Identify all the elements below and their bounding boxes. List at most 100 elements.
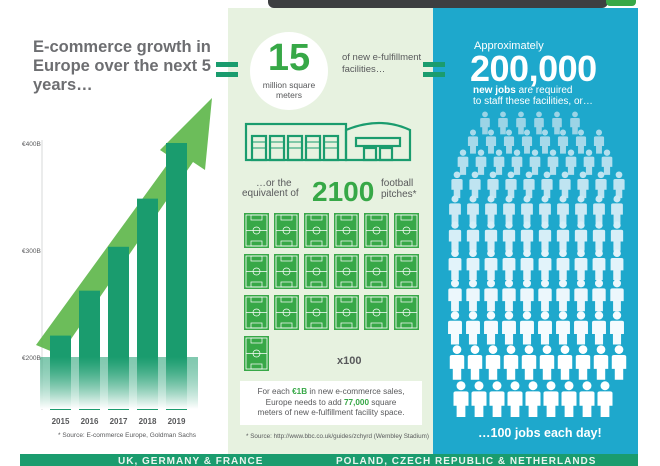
football-pitch-icon <box>364 213 389 248</box>
approx-label: Approximately <box>474 40 544 52</box>
growth-chart: €200B€300B€400B 2015 2016 2017 2018 2019 15%… <box>22 98 212 426</box>
person-icon <box>484 249 498 280</box>
person-icon <box>485 195 497 224</box>
bar-2019 <box>166 143 187 410</box>
football-pitches-grid <box>244 213 419 371</box>
person-icon <box>511 149 523 175</box>
football-pitch-icon <box>244 213 269 248</box>
person-icon <box>484 311 498 345</box>
x-tick-label: 2018 <box>139 417 157 426</box>
person-icon <box>611 195 623 224</box>
person-icon <box>593 345 609 380</box>
area-number: 15 <box>267 37 311 79</box>
person-icon <box>610 221 624 251</box>
x-tick-label: 2017 <box>110 417 128 426</box>
person-icon <box>467 129 479 154</box>
person-icon <box>574 279 588 312</box>
football-pitch-icon <box>304 213 329 248</box>
person-icon <box>520 311 534 345</box>
person-icon <box>493 149 505 175</box>
person-icon <box>574 311 588 345</box>
area-circle: 15 million square meters <box>250 32 328 110</box>
person-icon <box>475 149 487 175</box>
person-icon <box>485 345 501 380</box>
football-pitch-icon <box>244 254 269 289</box>
person-icon <box>466 221 480 251</box>
football-pitch-icon <box>274 295 299 330</box>
person-icon <box>575 195 587 224</box>
football-pitch-icon <box>364 254 389 289</box>
person-icon <box>449 345 465 380</box>
growth-title: E-commerce growth in Europe over the nex… <box>33 38 211 94</box>
person-icon <box>547 149 559 175</box>
person-icon <box>520 221 534 251</box>
person-icon <box>579 381 595 417</box>
person-icon <box>610 311 624 345</box>
football-pitch-icon <box>304 295 329 330</box>
person-icon <box>583 149 595 175</box>
person-icon <box>574 249 588 280</box>
person-icon <box>574 221 588 251</box>
y-tick-label: €300B <box>22 248 41 255</box>
person-icon <box>498 111 508 135</box>
person-icon <box>613 171 625 199</box>
person-icon <box>556 249 570 280</box>
person-icon <box>557 195 569 224</box>
warehouse-icon <box>244 121 412 162</box>
person-icon <box>484 221 498 251</box>
person-icon <box>485 129 497 154</box>
person-icon <box>538 279 552 312</box>
person-icon <box>448 311 462 345</box>
person-icon <box>451 171 463 199</box>
football-pitch-icon <box>304 254 329 289</box>
person-icon <box>534 111 544 135</box>
football-pitch-icon <box>244 336 269 371</box>
person-icon <box>557 345 573 380</box>
person-icon <box>541 171 553 199</box>
person-icon <box>449 195 461 224</box>
person-icon <box>448 221 462 251</box>
person-icon <box>565 149 577 175</box>
football-pitch-icon <box>274 254 299 289</box>
person-icon <box>575 129 587 154</box>
person-icon <box>503 345 519 380</box>
equals-icon <box>216 62 238 80</box>
person-icon <box>467 195 479 224</box>
person-icon <box>480 111 490 135</box>
person-icon <box>592 249 606 280</box>
person-icon <box>503 129 515 154</box>
info-box: For each €1B in new e-commerce sales, Eu… <box>240 381 422 425</box>
x-tick-label: 2019 <box>168 417 186 426</box>
person-icon <box>487 171 499 199</box>
football-pitch-icon <box>334 213 359 248</box>
person-icon <box>525 381 541 417</box>
person-icon <box>592 279 606 312</box>
football-pitch-icon <box>394 295 419 330</box>
facilities-text: of new e-fulfillment facilities… <box>342 52 422 75</box>
pitches-source: * Source: http://www.bbc.co.uk/guides/zc… <box>246 433 429 440</box>
growth-source: * Source: E-commerce Europe, Goldman Sac… <box>58 432 197 439</box>
person-icon <box>521 129 533 154</box>
area-label: million square meters <box>262 80 316 100</box>
chart-fade <box>40 357 198 409</box>
person-icon <box>457 149 469 175</box>
person-icon <box>601 149 613 175</box>
person-icon <box>520 279 534 312</box>
people-crowd <box>448 111 627 417</box>
person-icon <box>489 381 505 417</box>
pitch-multiplier: x100 <box>337 355 362 367</box>
person-icon <box>593 129 605 154</box>
jobs-text: new jobs are required to staff these fac… <box>473 85 593 107</box>
football-pitch-icon <box>394 254 419 289</box>
person-icon <box>502 221 516 251</box>
person-icon <box>466 279 480 312</box>
equals-icon <box>423 62 445 80</box>
top-banner-edge <box>0 0 660 8</box>
person-icon <box>552 111 562 135</box>
person-icon <box>502 279 516 312</box>
person-icon <box>484 279 498 312</box>
person-icon <box>507 381 523 417</box>
person-icon <box>471 381 487 417</box>
person-icon <box>538 249 552 280</box>
person-icon <box>539 195 551 224</box>
